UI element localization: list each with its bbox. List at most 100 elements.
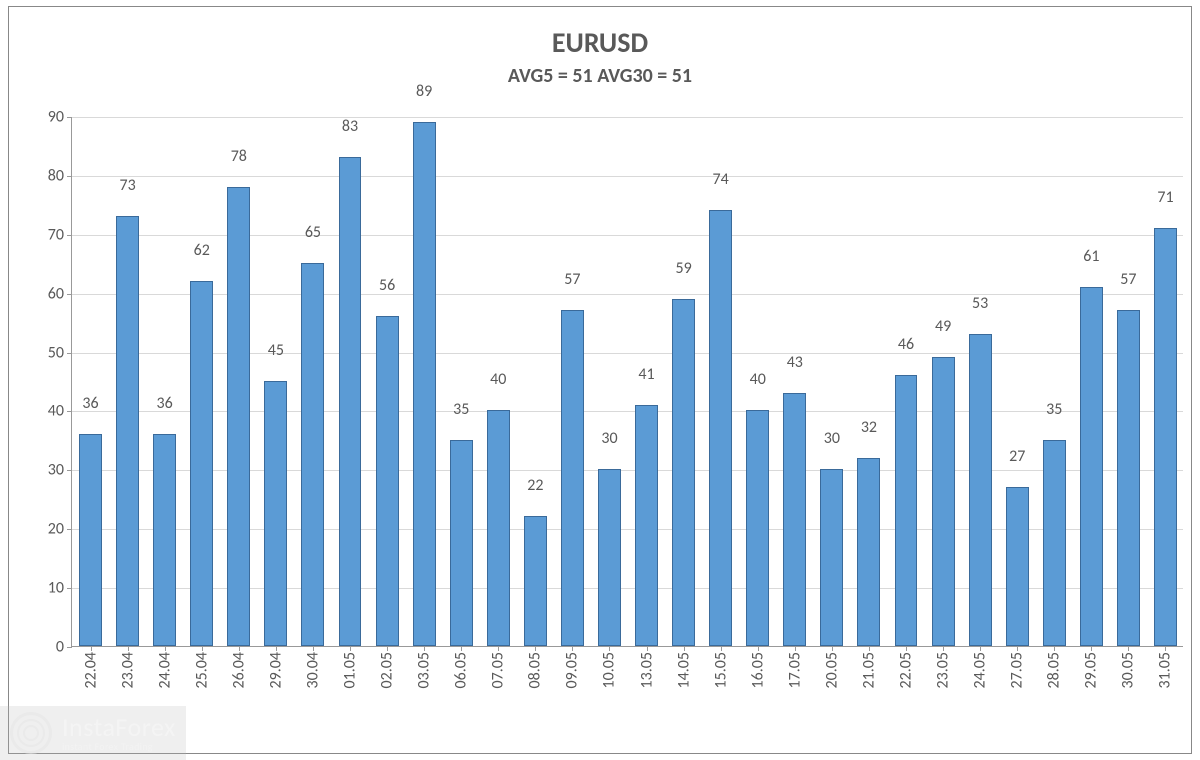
bar <box>339 157 362 646</box>
x-tick-label: 22.04 <box>81 652 100 688</box>
x-tick-mark <box>758 646 759 651</box>
bar <box>116 216 139 646</box>
bar-value-label: 57 <box>1120 270 1136 289</box>
bar-value-label: 46 <box>898 335 914 354</box>
y-tick-mark <box>67 411 72 412</box>
watermark-brand: InstaForex <box>62 714 176 740</box>
x-tick-mark <box>1017 646 1018 651</box>
x-tick-label: 23.05 <box>934 652 953 688</box>
y-tick-label: 50 <box>48 343 64 362</box>
x-tick-label: 25.04 <box>192 652 211 688</box>
y-tick-label: 20 <box>48 520 64 539</box>
x-tick-label: 06.05 <box>452 652 471 688</box>
x-tick-label: 13.05 <box>637 652 656 688</box>
bar <box>672 299 695 646</box>
bar-value-label: 89 <box>416 82 432 101</box>
bar-value-label: 40 <box>750 370 766 389</box>
x-tick-label: 07.05 <box>489 652 508 688</box>
bar-value-label: 56 <box>379 276 395 295</box>
x-tick-label: 24.04 <box>155 652 174 688</box>
x-tick-mark <box>313 646 314 651</box>
watermark-text: InstaForex instant Forex Trading <box>62 714 176 753</box>
x-tick-label: 10.05 <box>600 652 619 688</box>
x-tick-mark <box>943 646 944 651</box>
y-tick-mark <box>67 117 72 118</box>
chart-subtitle: AVG5 = 51 AVG30 = 51 <box>9 64 1191 88</box>
watermark: InstaForex instant Forex Trading <box>0 706 186 760</box>
x-tick-mark <box>721 646 722 651</box>
bar-value-label: 65 <box>305 223 321 242</box>
x-tick-mark <box>128 646 129 651</box>
x-tick-label: 29.05 <box>1082 652 1101 688</box>
x-tick-label: 31.05 <box>1156 652 1175 688</box>
x-tick-mark <box>795 646 796 651</box>
avg5-label: AVG5 = <box>508 64 572 88</box>
y-tick-mark <box>67 470 72 471</box>
x-tick-label: 09.05 <box>563 652 582 688</box>
bar <box>227 187 250 646</box>
bar <box>376 316 399 646</box>
x-tick-mark <box>535 646 536 651</box>
bar <box>264 381 287 646</box>
bar <box>598 469 621 646</box>
bar-value-label: 35 <box>453 400 469 419</box>
y-tick-label: 30 <box>48 461 64 480</box>
bar-value-label: 53 <box>972 294 988 313</box>
bar-value-label: 35 <box>1046 400 1062 419</box>
y-tick-mark <box>67 235 72 236</box>
bar <box>413 122 436 646</box>
bar-value-label: 71 <box>1157 188 1173 207</box>
x-tick-label: 02.05 <box>378 652 397 688</box>
x-tick-label: 29.04 <box>266 652 285 688</box>
avg30-value: 51 <box>672 64 692 88</box>
bar-value-label: 30 <box>824 429 840 448</box>
y-tick-label: 10 <box>48 579 64 598</box>
x-tick-label: 21.05 <box>859 652 878 688</box>
x-tick-label: 01.05 <box>341 652 360 688</box>
x-tick-mark <box>91 646 92 651</box>
bar-value-label: 83 <box>342 117 358 136</box>
bar-value-label: 78 <box>231 147 247 166</box>
x-tick-mark <box>461 646 462 651</box>
bar-value-label: 57 <box>564 270 580 289</box>
x-tick-label: 26.04 <box>229 652 248 688</box>
bar-value-label: 40 <box>490 370 506 389</box>
x-tick-label: 23.04 <box>118 652 137 688</box>
x-tick-mark <box>498 646 499 651</box>
bar <box>450 440 473 646</box>
x-tick-label: 30.05 <box>1119 652 1138 688</box>
y-tick-mark <box>67 294 72 295</box>
bar-value-label: 59 <box>675 259 691 278</box>
y-tick-label: 40 <box>48 402 64 421</box>
x-tick-label: 24.05 <box>971 652 990 688</box>
x-tick-label: 28.05 <box>1045 652 1064 688</box>
x-tick-label: 03.05 <box>415 652 434 688</box>
bar <box>301 263 324 646</box>
y-tick-mark <box>67 529 72 530</box>
bar <box>190 281 213 646</box>
bar <box>1043 440 1066 646</box>
x-tick-label: 15.05 <box>711 652 730 688</box>
bar <box>746 410 769 646</box>
y-tick-label: 0 <box>56 638 64 657</box>
x-tick-label: 30.04 <box>303 652 322 688</box>
gridline <box>72 176 1183 177</box>
avg5-value: 51 <box>572 64 592 88</box>
bar <box>820 469 843 646</box>
bar <box>1080 287 1103 646</box>
x-tick-mark <box>239 646 240 651</box>
x-tick-mark <box>647 646 648 651</box>
y-tick-mark <box>67 176 72 177</box>
y-tick-label: 70 <box>48 225 64 244</box>
bar-value-label: 61 <box>1083 247 1099 266</box>
x-tick-label: 08.05 <box>526 652 545 688</box>
x-tick-label: 14.05 <box>674 652 693 688</box>
gridline <box>72 117 1183 118</box>
bar-value-label: 43 <box>787 353 803 372</box>
x-tick-mark <box>906 646 907 651</box>
x-tick-mark <box>832 646 833 651</box>
x-tick-mark <box>276 646 277 651</box>
x-tick-mark <box>1165 646 1166 651</box>
bar-value-label: 62 <box>194 241 210 260</box>
plot-area: 01020304050607080903622.047323.043624.04… <box>71 117 1183 647</box>
